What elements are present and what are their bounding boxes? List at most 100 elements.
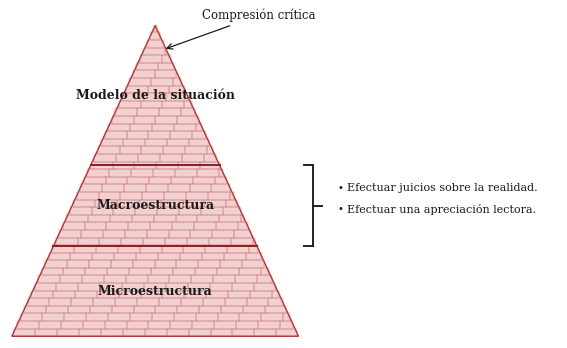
- Bar: [147, 230, 168, 238]
- Bar: [103, 230, 125, 238]
- Bar: [181, 298, 203, 306]
- Bar: [217, 268, 239, 276]
- Bar: [122, 93, 144, 101]
- Bar: [163, 147, 185, 154]
- Bar: [173, 78, 181, 86]
- Bar: [173, 268, 195, 276]
- Bar: [96, 245, 118, 253]
- Bar: [80, 184, 102, 192]
- Bar: [276, 329, 297, 336]
- Bar: [166, 93, 188, 101]
- Bar: [134, 306, 155, 314]
- Bar: [151, 268, 173, 276]
- Bar: [272, 291, 279, 298]
- Bar: [147, 40, 164, 48]
- Bar: [168, 184, 189, 192]
- Bar: [159, 109, 181, 116]
- Bar: [117, 199, 139, 207]
- Bar: [86, 268, 107, 276]
- Bar: [213, 276, 235, 283]
- Bar: [101, 139, 123, 147]
- Bar: [152, 314, 174, 321]
- Bar: [118, 245, 139, 253]
- Bar: [234, 230, 251, 238]
- Bar: [59, 230, 81, 238]
- Bar: [136, 253, 158, 260]
- Bar: [61, 321, 83, 329]
- Bar: [71, 298, 93, 306]
- Bar: [104, 276, 126, 283]
- Bar: [45, 260, 67, 268]
- Bar: [163, 101, 184, 109]
- Bar: [81, 230, 103, 238]
- Bar: [225, 298, 247, 306]
- Bar: [228, 291, 250, 298]
- Bar: [116, 154, 138, 161]
- Bar: [143, 48, 165, 55]
- Bar: [203, 298, 225, 306]
- Bar: [170, 276, 191, 283]
- Bar: [20, 314, 43, 321]
- Bar: [130, 124, 152, 131]
- Bar: [153, 169, 175, 177]
- Bar: [129, 78, 151, 86]
- Bar: [136, 63, 158, 70]
- Bar: [155, 70, 176, 78]
- Bar: [64, 268, 86, 276]
- Bar: [109, 169, 131, 177]
- Bar: [144, 283, 166, 291]
- Bar: [43, 314, 65, 321]
- Bar: [158, 63, 174, 70]
- Bar: [57, 329, 79, 336]
- Bar: [238, 222, 248, 230]
- Bar: [184, 101, 192, 109]
- Bar: [284, 314, 290, 321]
- Bar: [189, 329, 210, 336]
- Bar: [219, 215, 242, 222]
- Bar: [250, 291, 272, 298]
- Bar: [73, 199, 95, 207]
- Bar: [235, 276, 257, 283]
- Text: •: •: [337, 183, 343, 193]
- Bar: [177, 306, 199, 314]
- Bar: [75, 291, 97, 298]
- Bar: [120, 147, 141, 154]
- Bar: [123, 329, 145, 336]
- Bar: [39, 321, 61, 329]
- Bar: [122, 283, 144, 291]
- Bar: [87, 169, 109, 177]
- Bar: [128, 177, 149, 184]
- Bar: [78, 283, 100, 291]
- Bar: [143, 238, 165, 245]
- Bar: [152, 124, 174, 131]
- Bar: [17, 321, 39, 329]
- Bar: [184, 291, 206, 298]
- Bar: [78, 238, 99, 245]
- Bar: [131, 169, 153, 177]
- Bar: [102, 184, 124, 192]
- Bar: [280, 321, 293, 329]
- Bar: [192, 321, 214, 329]
- Bar: [242, 215, 244, 222]
- Bar: [111, 260, 133, 268]
- Bar: [79, 329, 101, 336]
- Bar: [92, 253, 115, 260]
- Bar: [224, 253, 246, 260]
- Bar: [177, 116, 198, 124]
- Bar: [141, 147, 163, 154]
- Bar: [179, 207, 201, 215]
- Bar: [91, 207, 113, 215]
- Bar: [170, 321, 192, 329]
- Bar: [196, 314, 218, 321]
- Bar: [139, 199, 160, 207]
- Bar: [187, 238, 209, 245]
- Bar: [210, 283, 231, 291]
- Bar: [158, 253, 180, 260]
- Bar: [66, 215, 88, 222]
- Bar: [142, 192, 164, 199]
- Bar: [150, 222, 172, 230]
- Bar: [74, 245, 96, 253]
- Bar: [134, 161, 156, 169]
- Bar: [147, 86, 170, 93]
- Bar: [154, 25, 156, 32]
